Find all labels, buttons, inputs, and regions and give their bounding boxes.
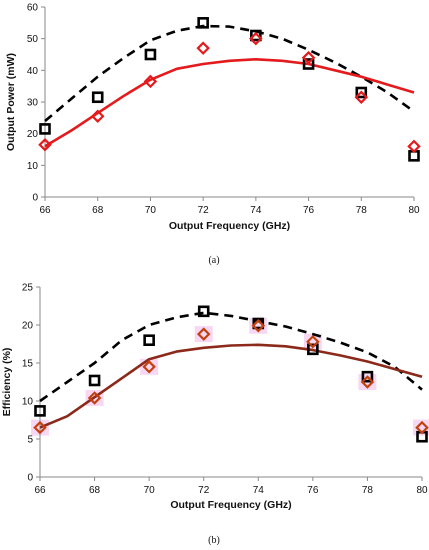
x-tick-label: 70 [144,485,156,496]
y-tick-label: 0 [32,193,38,204]
diamond-marker [90,109,105,124]
diamond-marker [249,31,263,46]
x-tick-label: 78 [362,485,374,496]
square-marker [144,48,157,61]
square-marker [307,343,319,356]
x-tick-label: 68 [89,485,101,496]
square-marker [197,17,209,29]
diamond-marker [251,319,266,333]
x-axis-label: Output Frequency (GHz) [169,220,290,232]
square-marker [88,374,101,387]
y-tick-label: 20 [27,129,39,140]
square-marker [39,123,51,135]
y-tick-label: 20 [22,321,34,332]
y-axis-label: Output Power (mW) [5,53,17,151]
dashed-series-line [39,311,423,403]
diamond-marker [354,90,369,105]
diamond-marker [301,50,316,65]
diamond-marker [38,137,52,152]
square-marker [302,58,315,70]
x-tick-label: 76 [303,205,315,216]
square-marker [34,405,46,417]
diamond-marker [142,360,156,374]
diamond-marker [33,420,47,435]
square-marker [361,370,374,383]
x-axis-label: Output Frequency (GHz) [170,499,291,511]
panel-caption: (a) [208,255,219,266]
x-tick-label: 72 [198,485,210,496]
diamond-marker [196,327,211,341]
x-tick-label: 66 [39,205,51,216]
diamond-marker [143,74,158,89]
x-tick-label: 80 [408,205,420,216]
diamond-marker [196,41,210,55]
diamond-marker [87,391,102,405]
y-tick-label: 25 [22,283,34,294]
x-tick-label: 74 [253,485,265,496]
x-tick-label: 68 [92,205,104,216]
panel-a-chart: 66 68 70 72 74 76 78 80 0 10 20 30 40 50 60 Output Freq… [5,3,421,266]
panel-caption: (b) [208,535,220,546]
y-tick-label: 60 [27,3,39,14]
y-axis-label: Efficiency (%) [1,348,13,417]
square-marker [252,317,265,330]
diamond-marker [407,139,421,154]
square-marker [91,91,104,104]
diamond-marker [360,375,375,389]
x-tick-label: 70 [145,205,157,216]
solid-series-line [44,57,415,148]
x-tick-label: 80 [416,485,428,496]
x-tick-label: 72 [198,205,210,216]
square-marker [355,86,368,99]
y-tick-label: 10 [22,397,34,408]
diamond-marker [306,334,320,349]
x-tick-label: 76 [307,485,319,496]
x-tick-label: 78 [356,205,368,216]
square-marker [143,334,155,347]
y-tick-label: 30 [27,98,39,109]
square-marker [250,29,262,42]
y-tick-label: 5 [27,435,33,446]
x-tick-label: 74 [250,205,262,216]
y-tick-label: 50 [27,34,39,45]
y-tick-label: 0 [27,473,33,484]
square-marker [197,305,210,318]
y-tick-label: 40 [27,66,39,77]
y-tick-label: 10 [27,161,39,172]
panel-b-chart: 66 68 70 72 74 76 78 80 0 5 10 15 20 25 Output Frequen… [1,283,429,546]
y-tick-label: 15 [22,359,34,370]
x-tick-label: 66 [34,485,46,496]
diamond-marker [415,420,429,435]
dashed-series-line [44,24,415,122]
highlight-patch [194,326,213,343]
solid-series-line [39,343,423,429]
